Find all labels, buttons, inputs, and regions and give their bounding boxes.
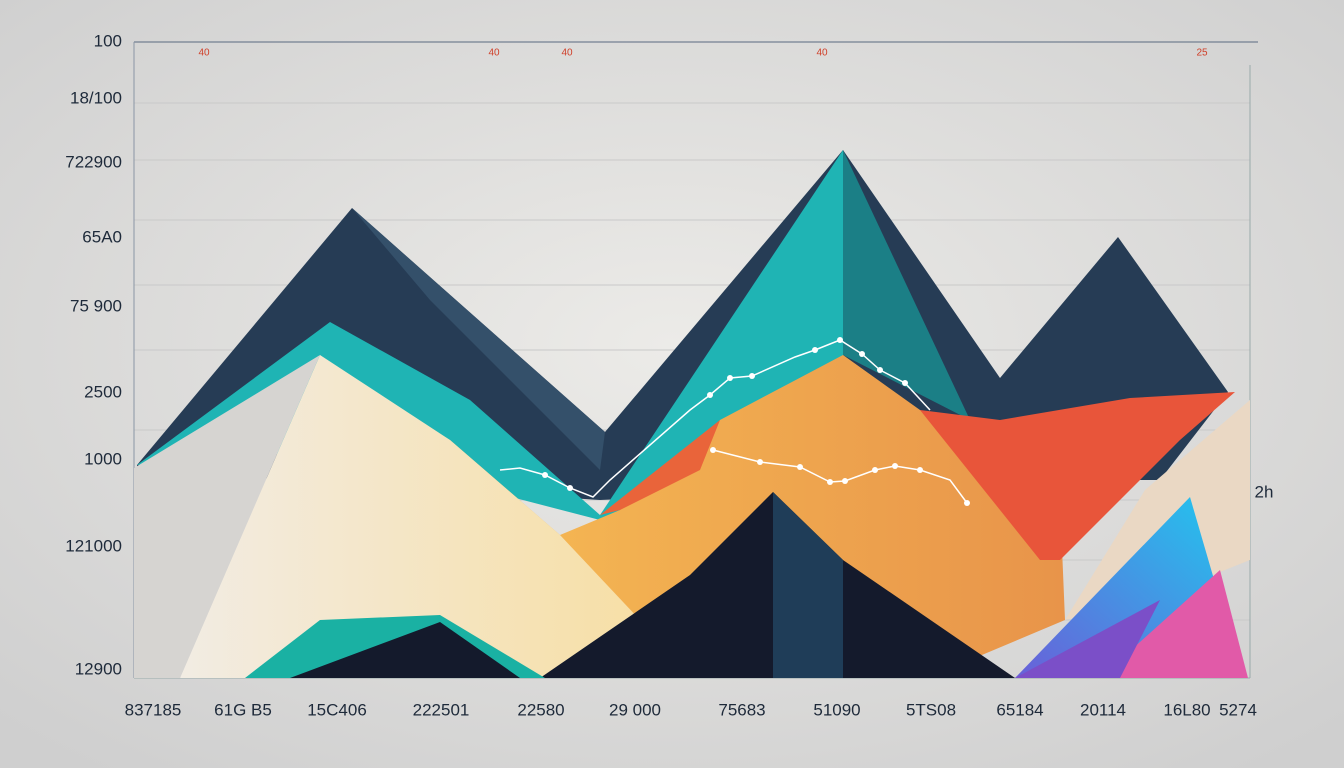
top-label: 40 <box>816 48 828 59</box>
right-label: 2h <box>1255 482 1274 501</box>
x-label: 5TS08 <box>906 700 956 719</box>
y-label: 121000 <box>65 536 122 555</box>
top-label: 40 <box>198 48 210 59</box>
top-label: 25 <box>1196 48 1208 59</box>
small-dark <box>290 622 520 678</box>
teal-dark-facet <box>843 150 970 420</box>
grey-panel <box>134 355 320 678</box>
x-label: 75683 <box>718 700 765 719</box>
x-label: 29 000 <box>609 700 661 719</box>
x-label: 20114 <box>1080 700 1126 719</box>
cream-mountain <box>180 355 640 678</box>
y-label: 100 <box>94 31 122 50</box>
y-label: 65A0 <box>82 227 122 246</box>
y-label: 12900 <box>75 659 122 678</box>
red-mountain <box>920 392 1235 560</box>
dark-facet <box>773 492 843 678</box>
y-label: 2500 <box>84 382 122 401</box>
y-label: 722900 <box>65 152 122 171</box>
x-label: 65184 <box>996 700 1043 719</box>
x-label: 15C406 <box>307 700 367 719</box>
dot-line <box>712 449 968 504</box>
dots <box>542 337 970 506</box>
y-label: 1000 <box>84 449 122 468</box>
y-label: 75 900 <box>70 296 122 315</box>
x-label: 61G B5 <box>214 700 272 719</box>
x-label: 222501 <box>413 700 470 719</box>
x-label: 51090 <box>813 700 860 719</box>
x-label: 22580 <box>517 700 564 719</box>
pink-peak <box>1100 570 1248 678</box>
top-label: 40 <box>561 48 573 59</box>
red-left <box>600 420 720 515</box>
purple-facet <box>1015 600 1160 678</box>
navy-shade <box>352 208 605 470</box>
x-label: 837185 <box>125 700 182 719</box>
x-label: 16L80 <box>1163 700 1210 719</box>
top-label: 40 <box>488 48 500 59</box>
x-label: 5274 <box>1219 700 1257 719</box>
y-label: 18/100 <box>70 88 122 107</box>
